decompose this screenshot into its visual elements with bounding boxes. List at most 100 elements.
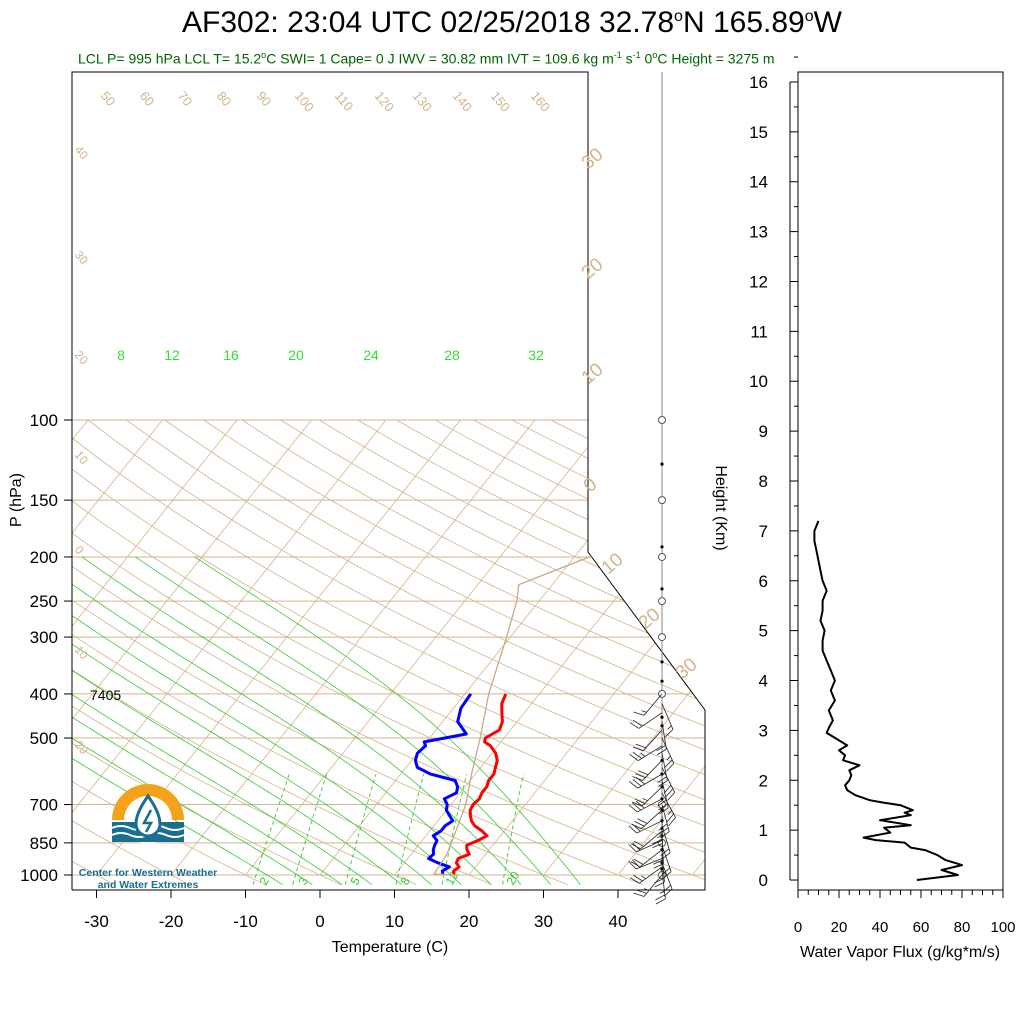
moist-adiabat-label: 28: [444, 347, 460, 363]
dry-adiabat-line: [550, 419, 705, 885]
isotherm-line: [72, 419, 387, 876]
height-tick-label: 2: [759, 771, 768, 790]
pressure-tick-label: 400: [30, 685, 58, 704]
dry-adiabat-line: [241, 419, 705, 885]
dry-adiabat-label: 150: [488, 88, 513, 114]
height-tick-label: 0: [759, 871, 768, 890]
plot-frame: [71, 71, 706, 891]
mixing-ratio-line: [292, 773, 328, 885]
pressure-tick-label: 150: [30, 491, 58, 510]
wind-barb: [652, 815, 663, 849]
moist-adiabat-line: [72, 556, 313, 885]
level-dot: [660, 660, 664, 664]
parcel-path-line: [433, 419, 705, 876]
dry-adiabat-line: [72, 419, 705, 885]
level-dot: [660, 545, 664, 549]
dry-adiabat-line: [126, 419, 705, 885]
moist-adiabat-label: 32: [528, 347, 544, 363]
dry-adiabat-line: [72, 419, 190, 885]
level-dot: [660, 462, 664, 466]
height-tick-label: 15: [749, 123, 768, 142]
wind-barb: [660, 825, 671, 860]
temperature-axis-label: Temperature (C): [332, 939, 448, 956]
isotherm-label: 30: [672, 654, 702, 684]
isotherm-label: 20: [72, 348, 92, 367]
flux-axis-label: Water Vapor Flux (g/kg*m/s): [800, 944, 1000, 961]
isotherm-label: 20: [72, 738, 92, 757]
dry-adiabat-line: [72, 419, 342, 885]
calm-wind-circle: [658, 496, 666, 505]
dry-adiabat-label: 100: [292, 88, 317, 114]
temperature-tick-label: 40: [609, 912, 628, 931]
height-tick-label: 5: [759, 622, 768, 641]
moist-adiabat-label: 20: [288, 347, 304, 363]
isotherm-label: 40: [72, 143, 92, 162]
pressure-tick-label: 250: [30, 592, 58, 611]
pressure-tick-label: 500: [30, 729, 58, 748]
dry-adiabat-label: 140: [450, 88, 475, 114]
wind-barb: [633, 693, 663, 716]
moist-adiabat-line: [72, 556, 432, 885]
mixing-ratio-label: 20: [503, 869, 522, 888]
isotherm-label: 20: [578, 254, 608, 284]
isotherm-line: [245, 419, 610, 876]
isotherm-line: [319, 419, 685, 876]
mixing-ratio-label: 8: [397, 874, 413, 887]
dewpoint-profile-line: [413, 693, 473, 876]
wind-barb: [629, 712, 663, 729]
height-tick-label: 7: [759, 522, 768, 541]
isotherm-line: [170, 419, 536, 876]
logo-text-line2: and Water Extremes: [98, 879, 199, 891]
moist-adiabat-line: [72, 556, 402, 885]
flux-tick-label: 100: [990, 919, 1015, 936]
dry-adiabat-label: 90: [254, 88, 275, 109]
dry-adiabat-label: 120: [372, 88, 397, 114]
mixing-ratio-line: [344, 773, 377, 885]
wind-barb: [631, 809, 663, 830]
dry-adiabat-line: [87, 419, 705, 885]
level-dot: [660, 587, 664, 591]
dry-adiabat-line: [164, 419, 705, 885]
temperature-tick-label: -20: [159, 912, 184, 931]
isotherm-line: [468, 419, 705, 876]
dry-adiabat-line: [203, 419, 705, 885]
dry-adiabat-line: [72, 419, 705, 885]
wind-barb: [628, 798, 663, 813]
wind-barb: [658, 804, 670, 839]
dry-adiabat-line: [72, 419, 705, 885]
isotherm-line: [617, 419, 705, 876]
dry-adiabat-label: 160: [528, 88, 553, 114]
moist-adiabat-label: 24: [363, 347, 379, 363]
wind-barb: [630, 866, 663, 884]
isotherm-label: 30: [72, 248, 92, 267]
isotherm-label: 10: [578, 359, 608, 389]
moist-adiabat-line: [194, 556, 581, 885]
dry-adiabat-line: [396, 419, 705, 885]
calm-wind-circle: [658, 416, 666, 424]
height-axis-label: Height (Km): [712, 465, 729, 550]
wind-barb: [657, 753, 668, 787]
moist-adiabat-line: [72, 556, 462, 885]
moist-adiabat-line: [72, 556, 343, 885]
flux-plot-frame: [797, 71, 1004, 891]
moist-adiabat-label: 16: [223, 347, 239, 363]
chart-subtitle: LCL P= 995 hPa LCL T= 15.2oC SWI= 1 Cape…: [78, 50, 775, 67]
chart-title: AF302: 23:04 UTC 02/25/2018 32.78oN 165.…: [182, 6, 842, 39]
pressure-tick-label: 700: [30, 796, 58, 815]
dry-adiabat-line: [72, 419, 493, 885]
level-dot: [660, 797, 664, 801]
flux-tick-label: 80: [954, 919, 971, 936]
height-tick-label: 13: [749, 223, 768, 242]
moist-adiabat-label: 8: [117, 347, 125, 363]
wind-barb: [657, 780, 669, 815]
mixing-ratio-line: [502, 774, 524, 885]
calm-wind-circle: [658, 552, 666, 561]
pressure-tick-label: 300: [30, 628, 58, 647]
height-tick-label: 16: [749, 73, 768, 92]
dry-adiabat-line: [72, 419, 644, 885]
isotherm-line: [72, 419, 163, 876]
moist-adiabat-line: [72, 556, 492, 885]
calm-wind-circle: [658, 597, 666, 606]
mixing-ratio-line: [395, 773, 425, 885]
